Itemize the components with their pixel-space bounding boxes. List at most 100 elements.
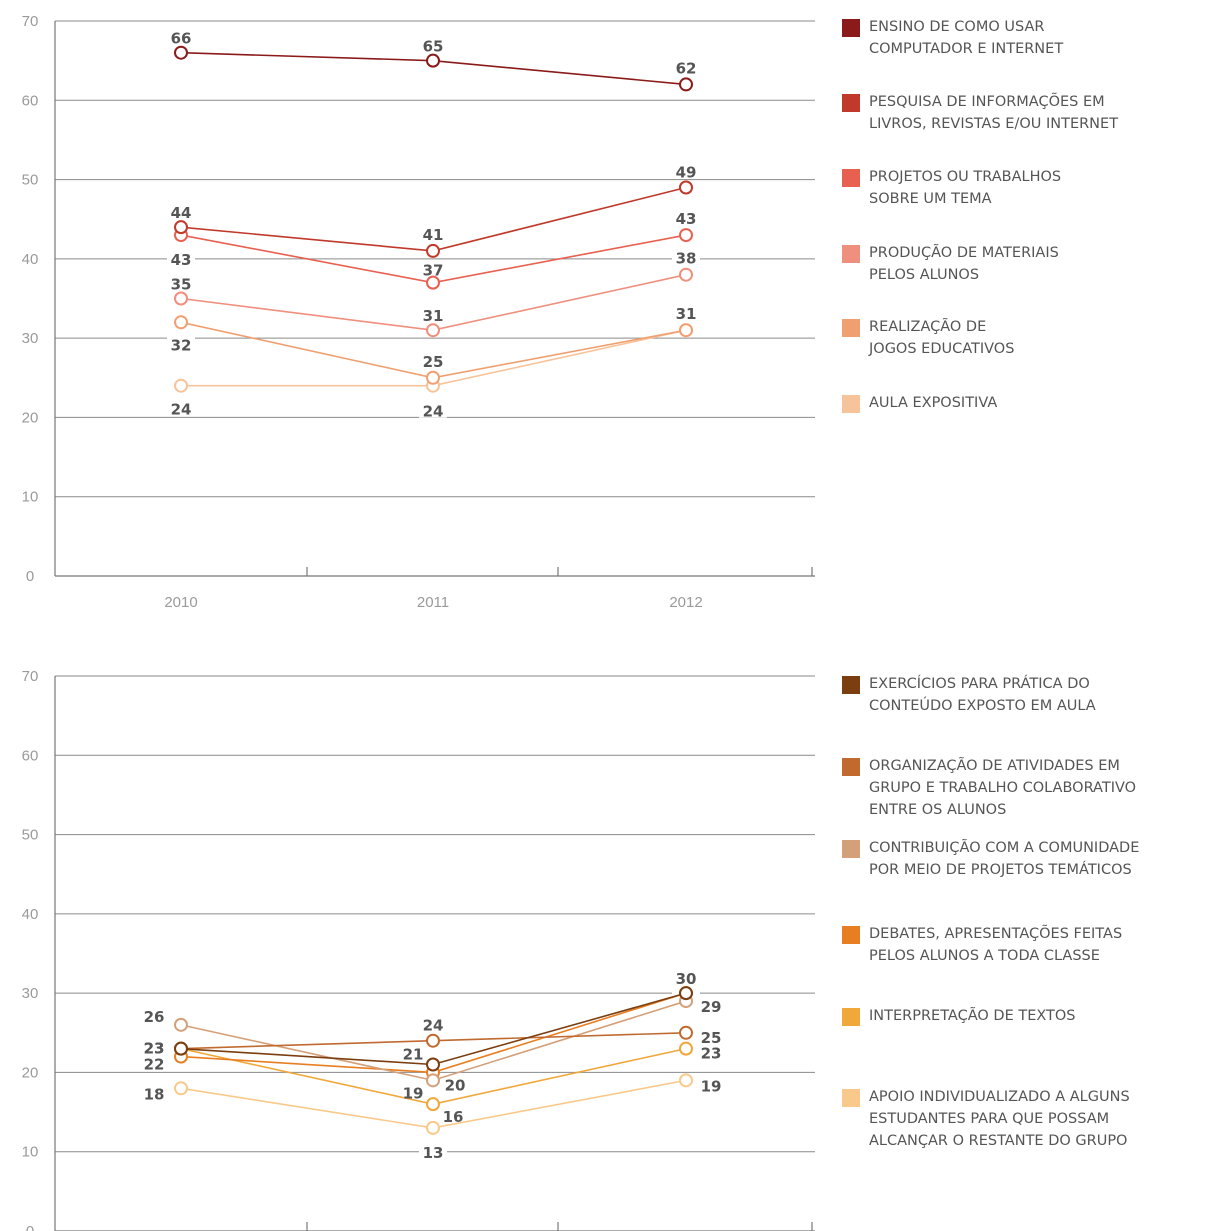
data-point [174, 1017, 188, 1032]
label-pad [672, 969, 700, 986]
legend-swatch [842, 245, 860, 263]
legend-label: DEBATES, APRESENTAÇÕES FEITAS PELOS ALUNO… [869, 923, 1122, 967]
legend-swatch [842, 94, 860, 112]
label-pad [167, 399, 195, 416]
data-label: 44 [171, 204, 192, 222]
data-point [426, 323, 440, 338]
data-label: 19 [403, 1084, 424, 1102]
legend-label-line: POR MEIO DE PROJETOS TEMÁTICOS [869, 862, 1132, 878]
label-pad [697, 1027, 725, 1044]
label-pad [140, 1084, 168, 1101]
data-point [679, 1025, 693, 1040]
label-pad [419, 36, 447, 53]
legend-item: PRODUÇÃO DE MATERIAIS PELOS ALUNOS [842, 244, 1059, 286]
data-label: 25 [701, 1029, 722, 1047]
legend-label-line: PESQUISA DE INFORMAÇÕES EM [869, 94, 1105, 110]
data-label: 38 [676, 250, 697, 268]
label-pad [167, 203, 195, 220]
data-label: 16 [443, 1108, 464, 1126]
y-tick-label: 20 [22, 1064, 39, 1081]
legend-label: APOIO INDIVIDUALIZADO A ALGUNS ESTUDANTES… [869, 1086, 1130, 1152]
data-label: 21 [403, 1046, 424, 1064]
data-label: 62 [676, 59, 697, 77]
y-tick-label: 10 [22, 1144, 39, 1161]
data-point [174, 45, 188, 60]
data-point [426, 1033, 440, 1048]
data-label: 18 [144, 1085, 165, 1103]
data-point [679, 267, 693, 282]
legend-item: PROJETOS OU TRABALHOS SOBRE UM TEMA [842, 168, 1061, 210]
label-pad [140, 1038, 168, 1055]
data-point [426, 1057, 440, 1072]
data-point [426, 1073, 440, 1088]
legend-label-line: ORGANIZAÇÃO DE ATIVIDADES EM [869, 758, 1120, 774]
data-label: 43 [171, 251, 192, 269]
legend-label: INTERPRETAÇÃO DE TEXTOS [869, 1005, 1076, 1027]
x-tick-label: 2012 [669, 594, 702, 611]
label-pad [697, 997, 725, 1014]
label-pad [419, 401, 447, 418]
legend-swatch [842, 840, 860, 858]
y-tick-label: 30 [22, 985, 39, 1002]
label-pad [167, 250, 195, 267]
data-label: 41 [423, 226, 444, 244]
legend-label: EXERCÍCIOS PARA PRÁTICA DO CONTEÚDO EXPOS… [869, 673, 1096, 717]
data-label: 25 [423, 353, 444, 371]
legend-label-line: COMPUTADOR E INTERNET [869, 41, 1064, 57]
data-label: 32 [171, 336, 192, 354]
legend-label: ENSINO DE COMO USAR COMPUTADOR E INTERNET [869, 16, 1063, 60]
data-point [679, 77, 693, 92]
legend-label-line: CONTRIBUIÇÃO COM A COMUNIDADE [869, 840, 1140, 856]
legend-label: PESQUISA DE INFORMAÇÕES EM LIVROS, REVIST… [869, 91, 1118, 135]
label-pad [697, 1043, 725, 1060]
data-label: 23 [701, 1045, 722, 1063]
label-pad [399, 1044, 427, 1061]
label-pad [140, 1054, 168, 1071]
legend-swatch [842, 676, 860, 694]
label-pad [167, 335, 195, 352]
data-point [426, 243, 440, 258]
y-tick-label: 0 [26, 568, 34, 585]
data-point [679, 1041, 693, 1056]
legend-label: ORGANIZAÇÃO DE ATIVIDADES EM GRUPO E TRAB… [869, 755, 1136, 821]
y-tick-label: 10 [22, 489, 39, 506]
legend-label-line: ENSINO DE COMO USAR [869, 19, 1045, 35]
y-tick-label: 40 [22, 251, 39, 268]
legend-label: REALIZAÇÃO DE JOGOS EDUCATIVOS [869, 316, 1014, 360]
label-pad [439, 1107, 467, 1124]
label-pad [419, 351, 447, 368]
data-point [679, 986, 693, 1001]
label-pad [697, 1076, 725, 1093]
data-point [174, 220, 188, 235]
label-pad [672, 58, 700, 75]
legend-label: CONTRIBUIÇÃO COM A COMUNIDADE POR MEIO DE… [869, 837, 1139, 881]
data-label: 23 [144, 1040, 165, 1058]
label-pad [672, 209, 700, 226]
data-point [426, 1120, 440, 1135]
data-point [174, 291, 188, 306]
legend-swatch [842, 1089, 860, 1107]
legend-label-line: EXERCÍCIOS PARA PRÁTICA DO [869, 676, 1090, 692]
legend-item: PESQUISA DE INFORMAÇÕES EM LIVROS, REVIST… [842, 93, 1118, 135]
legend-label-line: PELOS ALUNOS A TODA CLASSE [869, 948, 1100, 964]
y-tick-label: 40 [22, 906, 39, 923]
legend-label-line: LIVROS, REVISTAS E/OU INTERNET [869, 116, 1119, 132]
legend-swatch [842, 319, 860, 337]
legend-swatch [842, 1008, 860, 1026]
y-tick-label: 20 [22, 409, 39, 426]
data-label: 65 [423, 38, 444, 56]
data-label: 43 [676, 210, 697, 228]
data-point [679, 323, 693, 338]
label-pad [167, 274, 195, 291]
legend-label: PROJETOS OU TRABALHOS SOBRE UM TEMA [869, 166, 1061, 210]
x-tick-label: 2010 [164, 594, 197, 611]
legend-label-line: APOIO INDIVIDUALIZADO A ALGUNS [869, 1089, 1130, 1105]
data-point [679, 1073, 693, 1088]
legend-item: REALIZAÇÃO DE JOGOS EDUCATIVOS [842, 318, 1014, 360]
data-label: 30 [676, 970, 697, 988]
y-tick-label: 60 [22, 747, 39, 764]
data-point [426, 370, 440, 385]
x-tick-label: 2011 [417, 594, 449, 611]
legend-label-line: PELOS ALUNOS [869, 267, 980, 283]
data-label: 13 [423, 1144, 444, 1162]
